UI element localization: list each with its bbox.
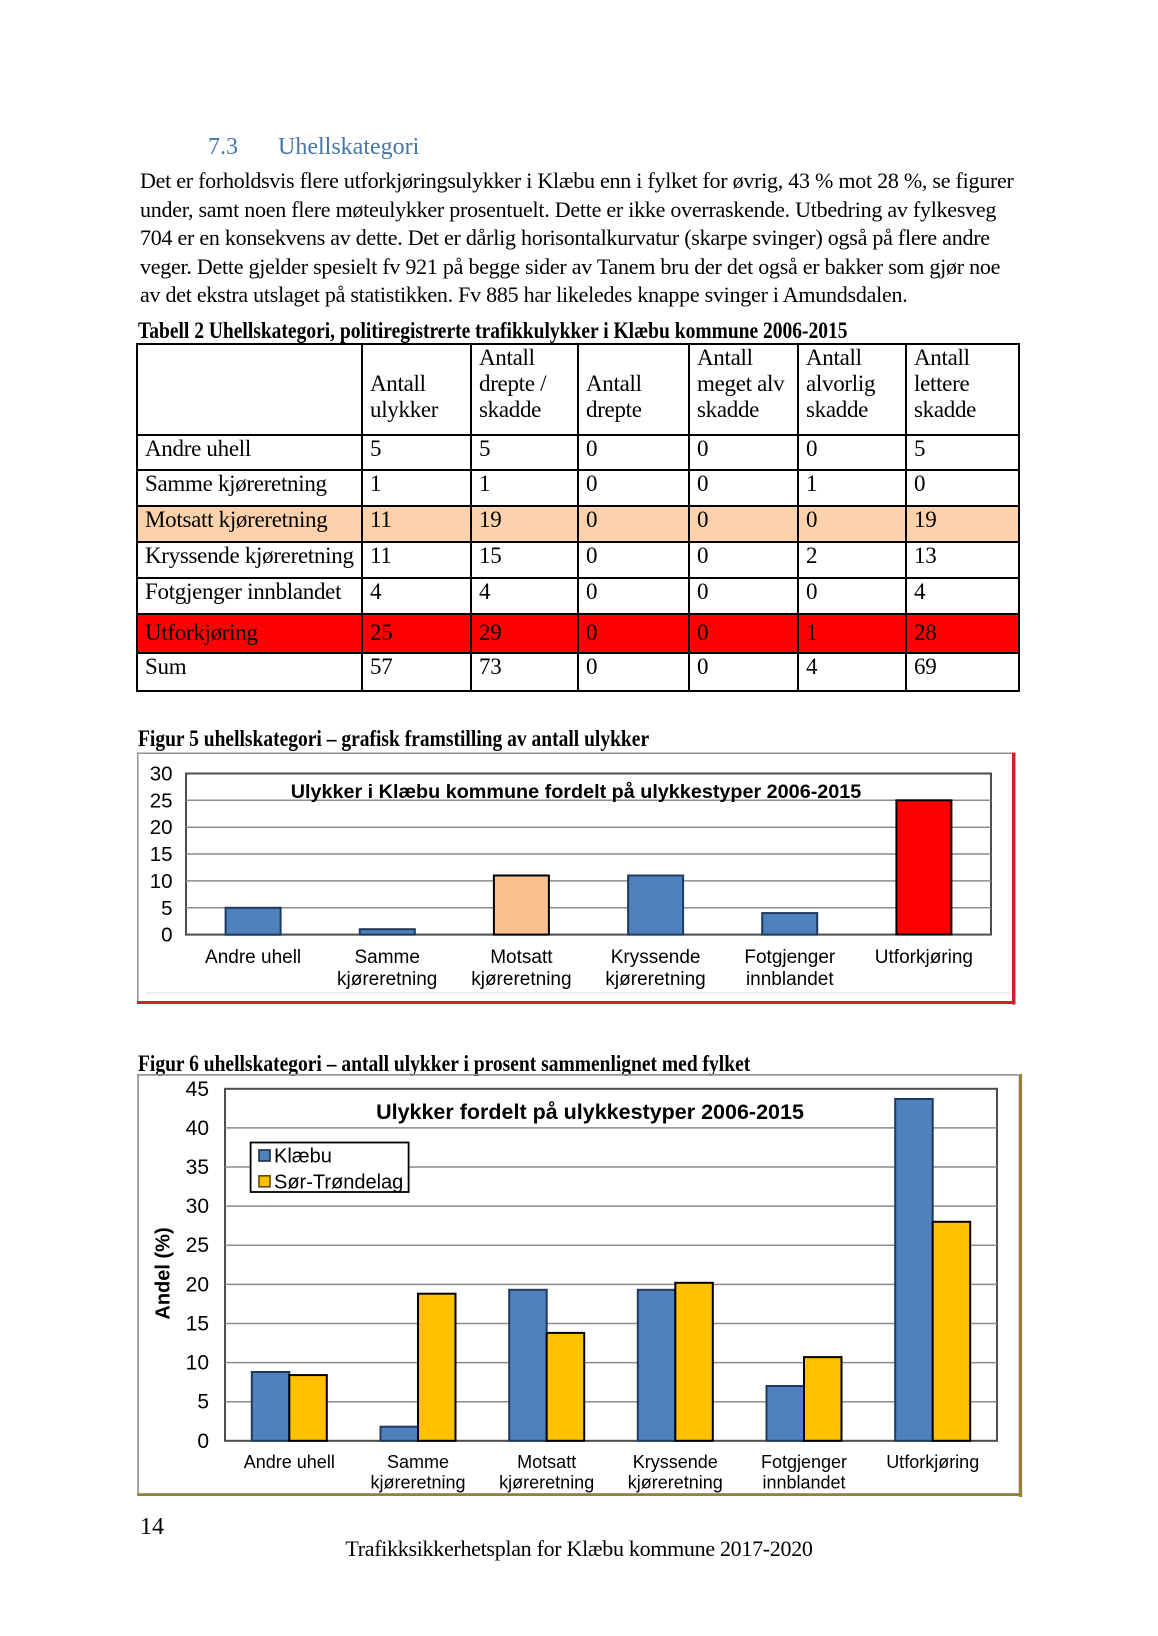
svg-text:kjøreretning: kjøreretning	[471, 969, 571, 990]
svg-text:25: 25	[150, 789, 173, 812]
svg-text:kjøreretning: kjøreretning	[370, 1473, 465, 1493]
svg-text:Andre uhell: Andre uhell	[205, 947, 301, 968]
svg-text:20: 20	[150, 816, 173, 839]
svg-text:10: 10	[150, 870, 173, 893]
svg-text:30: 30	[186, 1195, 209, 1218]
svg-text:20: 20	[186, 1273, 209, 1296]
svg-text:Samme: Samme	[354, 947, 419, 968]
svg-text:35: 35	[186, 1156, 209, 1179]
svg-text:Andel (%): Andel (%)	[153, 1227, 175, 1319]
svg-text:0: 0	[197, 1430, 209, 1453]
svg-text:0: 0	[161, 924, 172, 947]
svg-text:Kryssende: Kryssende	[633, 1452, 718, 1472]
svg-text:30: 30	[150, 763, 173, 786]
svg-text:25: 25	[186, 1234, 209, 1257]
svg-text:Kryssende: Kryssende	[611, 947, 701, 968]
svg-text:45: 45	[186, 1078, 209, 1101]
svg-text:kjøreretning: kjøreretning	[337, 969, 437, 990]
svg-text:10: 10	[186, 1352, 209, 1375]
svg-text:kjøreretning: kjøreretning	[499, 1473, 594, 1493]
svg-text:Sør-Trøndelag: Sør-Trøndelag	[274, 1171, 403, 1193]
svg-text:Motsatt: Motsatt	[517, 1452, 576, 1472]
svg-text:Utforkjøring: Utforkjøring	[875, 947, 973, 968]
svg-text:Ulykker fordelt på ulykkestype: Ulykker fordelt på ulykkestyper 2006-201…	[376, 1100, 804, 1124]
svg-text:innblandet: innblandet	[746, 969, 834, 990]
svg-text:kjøreretning: kjøreretning	[605, 969, 705, 990]
svg-text:5: 5	[161, 897, 172, 920]
svg-text:Motsatt: Motsatt	[490, 947, 553, 968]
svg-text:innblandet: innblandet	[762, 1473, 845, 1493]
svg-text:5: 5	[197, 1391, 209, 1414]
svg-text:40: 40	[186, 1117, 209, 1140]
svg-text:Fotgjenger: Fotgjenger	[744, 947, 836, 968]
svg-text:Utforkjøring: Utforkjøring	[886, 1452, 979, 1472]
svg-text:15: 15	[186, 1313, 209, 1336]
svg-text:Fotgjenger: Fotgjenger	[761, 1452, 847, 1472]
svg-text:Samme: Samme	[387, 1452, 449, 1472]
svg-text:kjøreretning: kjøreretning	[628, 1473, 723, 1493]
svg-text:Klæbu: Klæbu	[274, 1146, 332, 1168]
svg-text:Andre uhell: Andre uhell	[244, 1452, 335, 1472]
svg-text:Ulykker i Klæbu kommune fordel: Ulykker i Klæbu kommune fordelt på ulykk…	[291, 780, 862, 803]
svg-text:15: 15	[150, 843, 173, 866]
